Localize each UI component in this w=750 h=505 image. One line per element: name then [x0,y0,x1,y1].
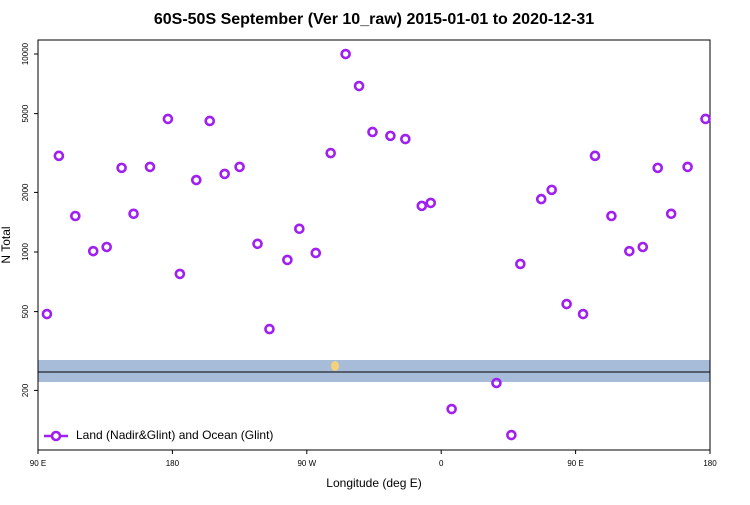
point [577,308,589,320]
point [234,161,245,173]
y-tick-label: 200 [21,383,30,397]
y-tick-label: 500 [21,304,30,318]
point [87,245,99,257]
point [325,147,336,159]
point [535,193,547,205]
x-tick-label: 180 [703,459,717,468]
point [446,403,457,415]
point [652,162,664,174]
y-tick-label: 2000 [21,183,30,201]
point [515,258,526,270]
x-tick-label: 90 E [30,459,46,468]
point [700,113,711,125]
legend-marker [50,430,62,442]
land-patch [331,361,339,371]
x-tick-label: 180 [166,459,180,468]
point [665,208,677,220]
point [340,48,351,60]
point [41,308,53,320]
point [162,113,174,125]
x-tick-label: 90 E [567,459,583,468]
point [294,223,305,235]
point [101,241,112,253]
point [204,115,216,127]
point [385,130,396,142]
point [606,210,617,222]
point [252,238,263,250]
legend-label: Land (Nadir&Glint) and Ocean (Glint) [76,428,273,442]
point [367,126,378,138]
point [416,200,428,212]
point [682,161,693,173]
point [116,162,127,174]
point [546,184,558,196]
map-strip [38,360,710,382]
point [53,150,65,162]
point [491,377,502,389]
point [174,268,186,280]
x-tick-label: 0 [439,459,444,468]
point [400,133,411,145]
y-axis-label: N Total [0,226,13,263]
y-tick-label: 10000 [21,42,30,65]
point [219,168,230,180]
point [637,241,649,253]
point [589,150,601,162]
chart-title: 60S-50S September (Ver 10_raw) 2015-01-0… [154,11,594,28]
y-tick-label: 5000 [21,104,30,122]
point [310,247,322,259]
x-axis-label: Longitude (deg E) [326,476,421,490]
x-tick-label: 90 W [297,459,316,468]
point [144,161,156,173]
plot-frame [37,39,711,451]
y-tick-label: 1000 [21,243,30,261]
point [190,174,202,186]
point [264,323,275,335]
point [506,429,517,441]
point [561,298,572,310]
point [128,208,139,220]
point [624,245,635,257]
point [353,80,365,92]
point [70,210,81,222]
point [425,197,437,209]
point [282,254,293,266]
